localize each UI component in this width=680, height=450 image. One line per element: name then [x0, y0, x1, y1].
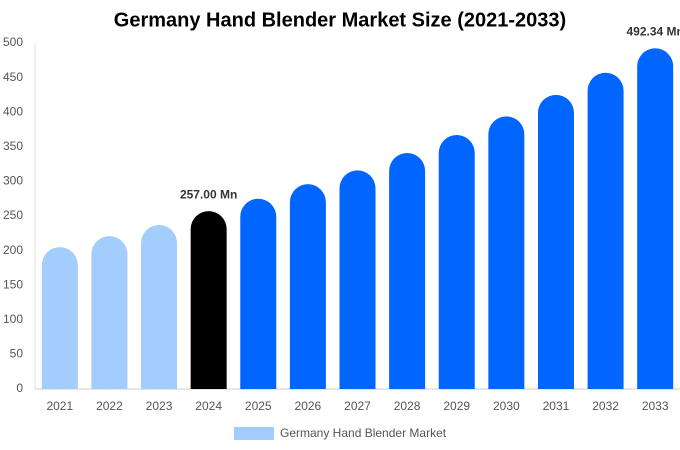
legend-swatch — [234, 427, 274, 440]
value-label: 492.34 Mn — [627, 24, 680, 38]
bar — [240, 198, 277, 389]
bar — [389, 153, 426, 389]
bar — [339, 170, 376, 389]
y-tick-label: 100 — [3, 312, 23, 326]
y-tick-label: 300 — [3, 174, 23, 188]
y-tick-label: 200 — [3, 243, 23, 257]
legend-label: Germany Hand Blender Market — [280, 426, 447, 440]
bar — [91, 236, 128, 389]
y-tick-label: 0 — [16, 381, 23, 395]
x-tick-label: 2024 — [195, 399, 222, 413]
bar — [41, 247, 78, 389]
bar — [141, 225, 178, 389]
x-tick-label: 2031 — [543, 399, 570, 413]
value-label: 257.00 Mn — [180, 187, 237, 201]
bar — [637, 48, 674, 389]
y-tick-label: 450 — [3, 70, 23, 84]
y-tick-label: 50 — [10, 347, 24, 361]
x-tick-label: 2023 — [146, 399, 173, 413]
bar — [537, 94, 574, 389]
chart-title: Germany Hand Blender Market Size (2021-2… — [114, 9, 566, 31]
y-tick-label: 250 — [3, 208, 23, 222]
y-tick-label: 150 — [3, 277, 23, 291]
y-tick-label: 350 — [3, 139, 23, 153]
bar — [438, 135, 475, 389]
x-tick-label: 2030 — [493, 399, 520, 413]
x-tick-label: 2029 — [443, 399, 470, 413]
bar — [488, 116, 525, 389]
bar — [587, 72, 624, 390]
bar — [190, 211, 227, 389]
x-tick-label: 2033 — [642, 399, 669, 413]
y-tick-label: 400 — [3, 104, 23, 118]
x-tick-label: 2025 — [245, 399, 272, 413]
x-tick-label: 2032 — [592, 399, 619, 413]
x-tick-label: 2022 — [96, 399, 123, 413]
x-tick-label: 2026 — [295, 399, 322, 413]
x-tick-label: 2027 — [344, 399, 371, 413]
x-tick-label: 2028 — [394, 399, 421, 413]
bar — [289, 184, 326, 389]
y-tick-label: 500 — [3, 35, 23, 49]
x-tick-label: 2021 — [46, 399, 73, 413]
